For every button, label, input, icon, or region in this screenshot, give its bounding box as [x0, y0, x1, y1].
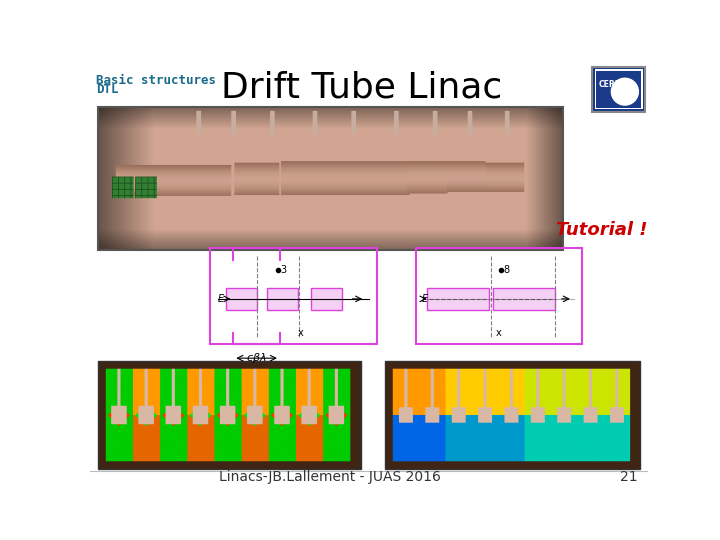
Bar: [593, 67, 645, 112]
Text: E: E: [218, 294, 224, 304]
Bar: [595, 70, 642, 110]
Text: 3: 3: [281, 265, 287, 275]
Bar: [98, 107, 563, 249]
Text: CERN: CERN: [599, 79, 622, 89]
Text: x: x: [495, 328, 501, 338]
Text: 8: 8: [503, 265, 509, 275]
Bar: [384, 361, 640, 469]
Bar: [311, 288, 342, 309]
Text: E: E: [422, 294, 428, 304]
Bar: [266, 288, 297, 309]
Text: Drift Tube Linac: Drift Tube Linac: [220, 71, 502, 105]
Bar: [210, 248, 377, 345]
Bar: [493, 288, 555, 309]
Bar: [225, 288, 256, 309]
Text: Tutorial !: Tutorial !: [556, 221, 647, 239]
Text: $c\beta\lambda$: $c\beta\lambda$: [246, 351, 267, 365]
Bar: [98, 361, 361, 469]
Bar: [415, 248, 582, 345]
Bar: [427, 288, 489, 309]
Text: Linacs-JB.Lallement - JUAS 2016: Linacs-JB.Lallement - JUAS 2016: [220, 470, 441, 484]
Text: DTL: DTL: [96, 83, 119, 96]
Circle shape: [611, 78, 639, 105]
Text: 21: 21: [620, 470, 637, 484]
Bar: [596, 71, 641, 108]
Text: Basic structures: Basic structures: [96, 74, 216, 87]
Text: x: x: [298, 328, 304, 338]
